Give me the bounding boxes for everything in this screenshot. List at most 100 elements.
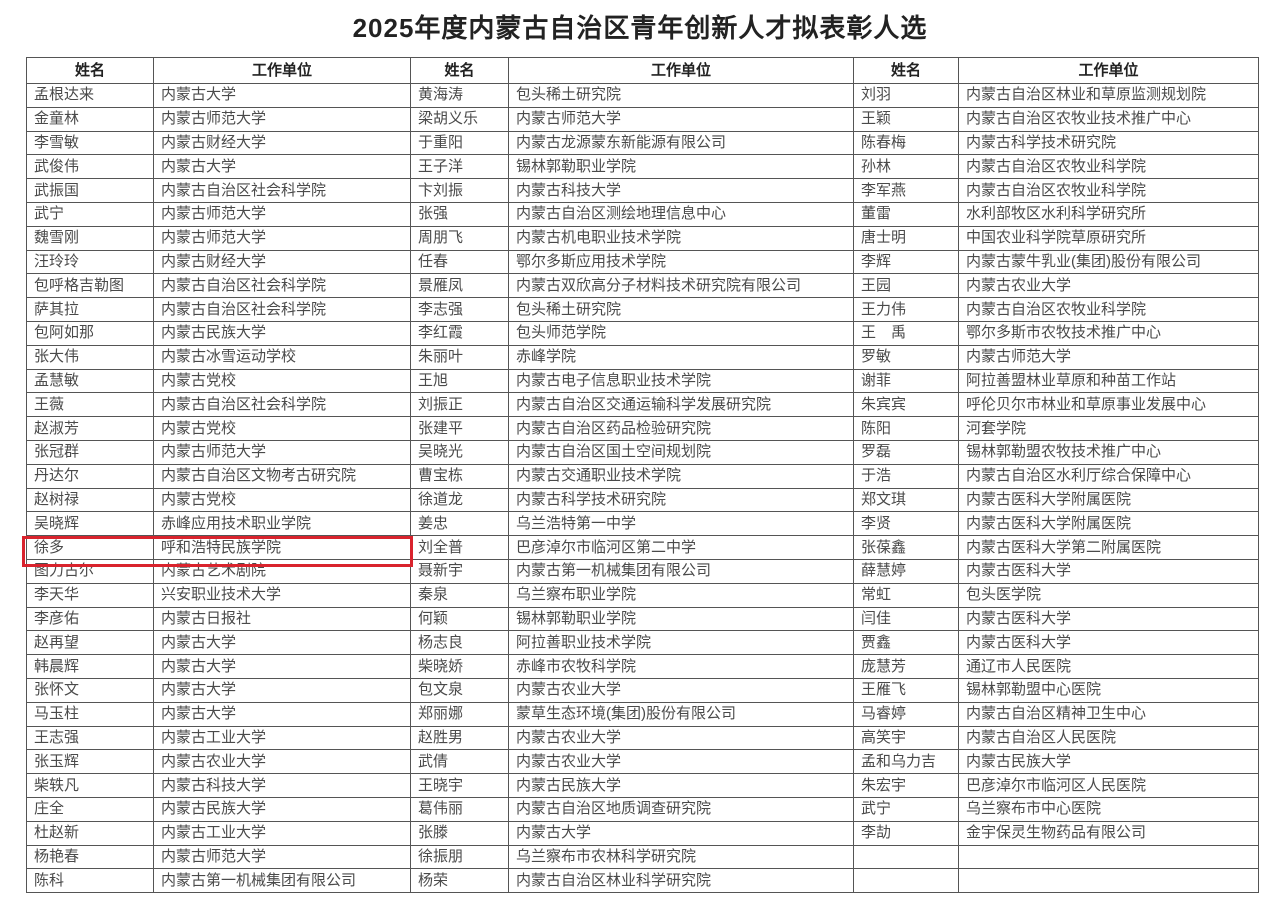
table-row: 孟根达来 内蒙古大学 黄海涛 包头稀土研究院 刘羽 内蒙古自治区林业和草原监测规划院 (26, 83, 1259, 108)
table-row: 赵再望 内蒙古大学 杨志良 阿拉善职业技术学院 贾鑫 内蒙古医科大学 (26, 630, 1259, 656)
name-cell-3: 陈春梅 (853, 130, 959, 156)
unit-cell-1: 内蒙古大学 (153, 654, 411, 679)
name-cell-1: 武振国 (26, 178, 154, 203)
unit-cell-1: 内蒙古大学 (153, 701, 411, 727)
unit-cell-3: 内蒙古师范大学 (958, 344, 1259, 370)
table-row: 张玉辉 内蒙古农业大学 武倩 内蒙古农业大学 孟和乌力吉 内蒙古民族大学 (26, 749, 1259, 775)
unit-cell-3: 鄂尔多斯市农牧技术推广中心 (958, 320, 1259, 346)
unit-cell-1: 内蒙古师范大学 (153, 439, 411, 465)
unit-cell-1: 内蒙古自治区社会科学院 (153, 297, 411, 322)
table-header-row: 姓名 工作单位 姓名 工作单位 姓名 工作单位 (26, 57, 1259, 84)
unit-cell-1: 内蒙古大学 (153, 677, 411, 703)
unit-cell-3: 内蒙古医科大学第二附属医院 (958, 535, 1259, 560)
name-cell-3 (853, 844, 959, 870)
name-cell-1: 李彦佑 (26, 606, 154, 632)
table-row: 武宁 内蒙古师范大学 张强 内蒙古自治区测绘地理信息中心 董雷 水利部牧区水利科学研究所 (26, 201, 1259, 227)
header-name-1: 姓名 (26, 57, 154, 84)
unit-cell-2: 内蒙古科技大学 (508, 178, 854, 203)
unit-cell-2: 内蒙古自治区地质调查研究院 (508, 796, 854, 822)
name-cell-1: 吴晓辉 (26, 511, 154, 537)
unit-cell-1: 内蒙古自治区社会科学院 (153, 273, 411, 299)
name-cell-1: 张玉辉 (26, 749, 154, 775)
unit-cell-3: 内蒙古民族大学 (958, 749, 1259, 775)
name-cell-1: 庄全 (26, 796, 154, 822)
name-cell-3: 薛慧婷 (853, 558, 959, 584)
unit-cell-3: 呼伦贝尔市林业和草原事业发展中心 (958, 392, 1259, 418)
name-cell-2: 秦泉 (410, 582, 509, 608)
unit-cell-1: 内蒙古党校 (153, 368, 411, 394)
name-cell-3: 罗磊 (853, 439, 959, 465)
table-row: 武振国 内蒙古自治区社会科学院 卞刘振 内蒙古科技大学 李军燕 内蒙古自治区农牧业科学院 (26, 178, 1259, 203)
name-cell-1: 张冠群 (26, 439, 154, 465)
name-cell-2: 杨荣 (410, 868, 509, 894)
unit-cell-2: 内蒙古民族大学 (508, 773, 854, 798)
unit-cell-1: 内蒙古工业大学 (153, 820, 411, 846)
name-cell-1: 赵树禄 (26, 487, 154, 513)
unit-cell-2: 乌兰察布职业学院 (508, 582, 854, 608)
unit-cell-1: 内蒙古民族大学 (153, 320, 411, 346)
name-cell-3: 武宁 (853, 796, 959, 822)
name-cell-3: 董雷 (853, 201, 959, 227)
name-cell-1: 丹达尔 (26, 463, 154, 489)
table-row: 陈科 内蒙古第一机械集团有限公司 杨荣 内蒙古自治区林业科学研究院 (26, 868, 1259, 894)
name-cell-3: 唐士明 (853, 225, 959, 251)
unit-cell-1: 内蒙古科技大学 (153, 773, 411, 798)
unit-cell-1: 内蒙古工业大学 (153, 725, 411, 751)
unit-cell-1: 内蒙古财经大学 (153, 249, 411, 275)
table-row: 汪玲玲 内蒙古财经大学 任春 鄂尔多斯应用技术学院 李辉 内蒙古蒙牛乳业(集团)股份有限公… (26, 249, 1259, 275)
name-cell-2: 杨志良 (410, 630, 509, 656)
table-row: 张大伟 内蒙古冰雪运动学校 朱丽叶 赤峰学院 罗敏 内蒙古师范大学 (26, 344, 1259, 370)
table-row: 包呼格吉勒图 内蒙古自治区社会科学院 景雁凤 内蒙古双欣高分子材料技术研究院有限公司王… (26, 273, 1259, 299)
unit-cell-3 (958, 844, 1259, 870)
unit-cell-2: 内蒙古双欣高分子材料技术研究院有限公司 (508, 273, 854, 299)
unit-cell-2: 内蒙古自治区林业科学研究院 (508, 868, 854, 894)
table-row: 武俊伟 内蒙古大学 王子洋 锡林郭勒职业学院 孙林 内蒙古自治区农牧业科学院 (26, 154, 1259, 180)
table-row: 赵树禄 内蒙古党校 徐道龙 内蒙古科学技术研究院 郑文琪 内蒙古医科大学附属医院 (26, 487, 1259, 513)
name-cell-1: 韩晨辉 (26, 654, 154, 679)
unit-cell-1: 内蒙古农业大学 (153, 749, 411, 775)
name-cell-2: 黄海涛 (410, 83, 509, 108)
unit-cell-3 (958, 868, 1259, 894)
unit-cell-3: 乌兰察布市中心医院 (958, 796, 1259, 822)
name-cell-2: 朱丽叶 (410, 344, 509, 370)
unit-cell-3: 内蒙古自治区林业和草原监测规划院 (958, 83, 1259, 108)
name-cell-2: 郑丽娜 (410, 701, 509, 727)
unit-cell-2: 内蒙古自治区交通运输科学发展研究院 (508, 392, 854, 418)
unit-cell-3: 通辽市人民医院 (958, 654, 1259, 679)
unit-cell-2: 赤峰市农牧科学院 (508, 654, 854, 679)
name-cell-1: 汪玲玲 (26, 249, 154, 275)
unit-cell-3: 锡林郭勒盟中心医院 (958, 677, 1259, 703)
table-row: 萨其拉 内蒙古自治区社会科学院 李志强 包头稀土研究院 王力伟 内蒙古自治区农牧业科学院 (26, 297, 1259, 322)
unit-cell-2: 内蒙古交通职业技术学院 (508, 463, 854, 489)
table-row: 庄全 内蒙古民族大学 葛伟丽 内蒙古自治区地质调查研究院 武宁 乌兰察布市中心医院 (26, 796, 1259, 822)
name-cell-3: 王 禹 (853, 320, 959, 346)
table-row: 金童林 内蒙古师范大学 梁胡义乐 内蒙古师范大学 王颖 内蒙古自治区农牧业技术推广中心 (26, 106, 1259, 132)
unit-cell-2: 内蒙古自治区药品检验研究院 (508, 416, 854, 441)
unit-cell-1: 内蒙古自治区文物考古研究院 (153, 463, 411, 489)
name-cell-1: 萨其拉 (26, 297, 154, 322)
unit-cell-2: 乌兰察布市农林科学研究院 (508, 844, 854, 870)
unit-cell-3: 内蒙古自治区农牧业技术推广中心 (958, 106, 1259, 132)
unit-cell-2: 阿拉善职业技术学院 (508, 630, 854, 656)
table-row: 杜赵新 内蒙古工业大学 张滕 内蒙古大学 李劼 金宇保灵生物药品有限公司 (26, 820, 1259, 846)
unit-cell-3: 内蒙古农业大学 (958, 273, 1259, 299)
name-cell-2: 梁胡义乐 (410, 106, 509, 132)
name-cell-2: 姜忠 (410, 511, 509, 537)
name-cell-1: 魏雪刚 (26, 225, 154, 251)
name-cell-1: 李天华 (26, 582, 154, 608)
unit-cell-2: 内蒙古科学技术研究院 (508, 487, 854, 513)
name-cell-1: 武俊伟 (26, 154, 154, 180)
unit-cell-2: 内蒙古自治区国土空间规划院 (508, 439, 854, 465)
name-cell-3: 李军燕 (853, 178, 959, 203)
name-cell-3 (853, 868, 959, 894)
name-cell-2: 葛伟丽 (410, 796, 509, 822)
unit-cell-3: 锡林郭勒盟农牧技术推广中心 (958, 439, 1259, 465)
name-cell-1: 杨艳春 (26, 844, 154, 870)
unit-cell-2: 鄂尔多斯应用技术学院 (508, 249, 854, 275)
header-name-3: 姓名 (853, 57, 959, 84)
name-cell-1: 张怀文 (26, 677, 154, 703)
name-cell-2: 赵胜男 (410, 725, 509, 751)
name-cell-2: 刘振正 (410, 392, 509, 418)
unit-cell-2: 内蒙古第一机械集团有限公司 (508, 558, 854, 584)
name-cell-2: 徐道龙 (410, 487, 509, 513)
